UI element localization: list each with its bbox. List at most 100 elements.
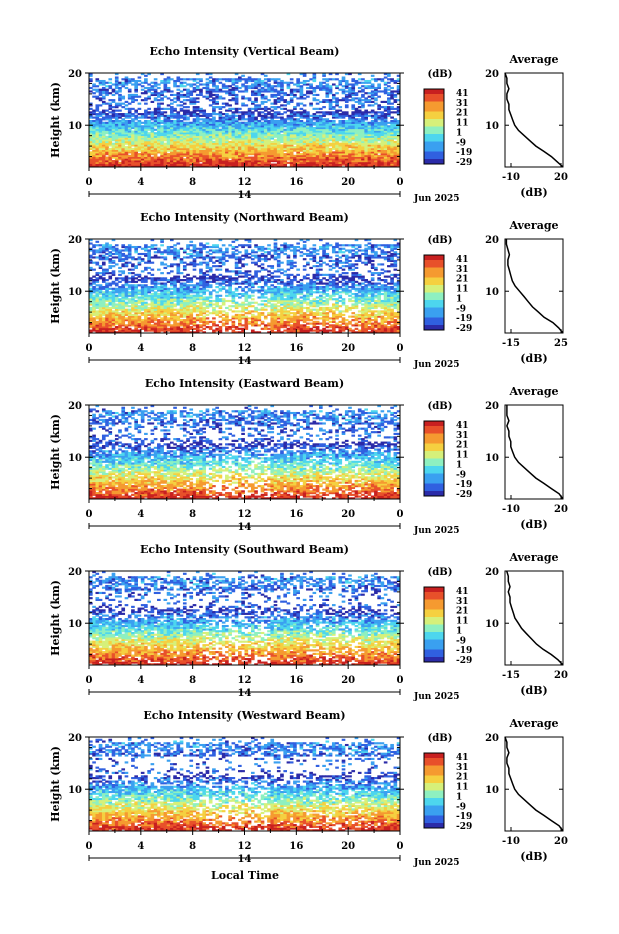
- y-tick-label: 10: [68, 453, 82, 464]
- panel-title: Echo Intensity (Vertical Beam): [149, 45, 339, 58]
- colorbar-tick-label: 21: [456, 773, 469, 783]
- date-label: Jun 2025: [413, 526, 460, 536]
- profile-x-tick-label: -10: [502, 172, 520, 183]
- x-tick-label: 8: [189, 509, 196, 520]
- colorbar-tick-label: -19: [456, 646, 472, 656]
- profile-y-tick-label: 10: [485, 619, 499, 630]
- x-tick-label: 12: [238, 675, 252, 686]
- heatmap-cells: [89, 239, 400, 333]
- profile-y-tick-label: 10: [485, 287, 499, 298]
- colorbar: [424, 89, 444, 165]
- profile-x-label: (dB): [520, 186, 547, 199]
- colorbar-tick-label: 11: [456, 783, 469, 793]
- x-tick-label: 16: [289, 343, 303, 354]
- profile-title: Average: [508, 385, 558, 398]
- profile-y-tick-label: 10: [485, 121, 499, 132]
- colorbar: [424, 255, 444, 331]
- colorbar: [424, 753, 444, 829]
- colorbar-tick-label: 1: [456, 294, 462, 304]
- profile-x-tick-label: -15: [502, 670, 520, 681]
- colorbar-tick-label: 1: [456, 792, 462, 802]
- x-tick-label: 8: [189, 177, 196, 188]
- colorbar-tick-label: -29: [456, 490, 472, 500]
- profile-x-tick-label: 20: [554, 670, 568, 681]
- colorbar-tick-label: -9: [456, 802, 466, 812]
- colorbar-tick-label: 1: [456, 128, 462, 138]
- date-tick-label: 14: [238, 190, 252, 201]
- colorbar-tick-label: 21: [456, 607, 469, 617]
- x-tick-label: 20: [341, 841, 355, 852]
- x-tick-label: 4: [137, 509, 144, 520]
- colorbar-tick-label: 41: [456, 89, 469, 99]
- colorbar-tick-label: -19: [456, 480, 472, 490]
- profile-y-tick-label: 20: [485, 401, 499, 412]
- panel-4: Echo Intensity (Southward Beam)2010Heigh…: [49, 543, 568, 702]
- colorbar-tick-label: -9: [456, 304, 466, 314]
- profile-frame: [505, 405, 563, 499]
- profile-x-tick-label: 20: [554, 504, 568, 515]
- x-tick-label: 20: [341, 177, 355, 188]
- colorbar-tick-label: -19: [456, 148, 472, 158]
- colorbar-tick-label: 31: [456, 431, 469, 441]
- x-tick-label: 4: [137, 343, 144, 354]
- x-tick-label: 0: [86, 343, 93, 354]
- profile-y-tick-label: 20: [485, 733, 499, 744]
- y-tick-label: 20: [68, 235, 82, 246]
- y-axis-label: Height (km): [49, 746, 62, 822]
- x-tick-label: 20: [341, 343, 355, 354]
- heatmap-cells: [89, 73, 400, 167]
- colorbar-unit: (dB): [428, 733, 453, 744]
- profile-x-label: (dB): [520, 684, 547, 697]
- colorbar-tick-label: -9: [456, 470, 466, 480]
- x-tick-label: 0: [397, 343, 404, 354]
- profile-y-tick-label: 20: [485, 235, 499, 246]
- colorbar-tick-label: -29: [456, 324, 472, 334]
- panel-2: Echo Intensity (Northward Beam)2010Heigh…: [49, 211, 568, 370]
- x-tick-label: 12: [238, 177, 252, 188]
- colorbar-tick-label: -9: [456, 636, 466, 646]
- colorbar-tick-label: -19: [456, 812, 472, 822]
- colorbar-tick-label: 21: [456, 441, 469, 451]
- profile-frame: [505, 73, 563, 167]
- colorbar-tick-label: -29: [456, 822, 472, 832]
- colorbar-tick-label: 41: [456, 587, 469, 597]
- profile-y-tick-label: 20: [485, 69, 499, 80]
- y-axis-label: Height (km): [49, 580, 62, 656]
- profile-x-tick-label: 20: [554, 836, 568, 847]
- panel-title: Echo Intensity (Northward Beam): [140, 211, 349, 224]
- y-tick-label: 10: [68, 619, 82, 630]
- colorbar-tick-label: 1: [456, 626, 462, 636]
- colorbar-unit: (dB): [428, 69, 453, 80]
- colorbar-tick-label: 31: [456, 99, 469, 109]
- colorbar-tick-label: 41: [456, 255, 469, 265]
- x-tick-label: 12: [238, 509, 252, 520]
- profile-title: Average: [508, 551, 558, 564]
- x-tick-label: 16: [289, 675, 303, 686]
- colorbar-unit: (dB): [428, 401, 453, 412]
- colorbar-tick-label: -29: [456, 158, 472, 168]
- panel-5: Echo Intensity (Westward Beam)2010Height…: [49, 709, 568, 868]
- date-tick-label: 14: [238, 356, 252, 367]
- profile-x-label: (dB): [520, 518, 547, 531]
- x-tick-label: 8: [189, 675, 196, 686]
- x-tick-label: 4: [137, 841, 144, 852]
- x-tick-label: 20: [341, 509, 355, 520]
- colorbar-tick-label: -9: [456, 138, 466, 148]
- panel-title: Echo Intensity (Southward Beam): [140, 543, 349, 556]
- profile-y-tick-label: 20: [485, 567, 499, 578]
- colorbar-tick-label: 11: [456, 617, 469, 627]
- profile-frame: [505, 571, 563, 665]
- date-label: Jun 2025: [413, 194, 460, 204]
- y-axis-label: Height (km): [49, 414, 62, 490]
- date-label: Jun 2025: [413, 360, 460, 370]
- colorbar-unit: (dB): [428, 567, 453, 578]
- colorbar-tick-label: -29: [456, 656, 472, 666]
- colorbar-tick-label: 41: [456, 753, 469, 763]
- colorbar-tick-label: 31: [456, 265, 469, 275]
- colorbar-tick-label: 11: [456, 119, 469, 129]
- x-tick-label: 0: [86, 675, 93, 686]
- profile-y-tick-label: 10: [485, 453, 499, 464]
- y-tick-label: 10: [68, 121, 82, 132]
- y-tick-label: 20: [68, 401, 82, 412]
